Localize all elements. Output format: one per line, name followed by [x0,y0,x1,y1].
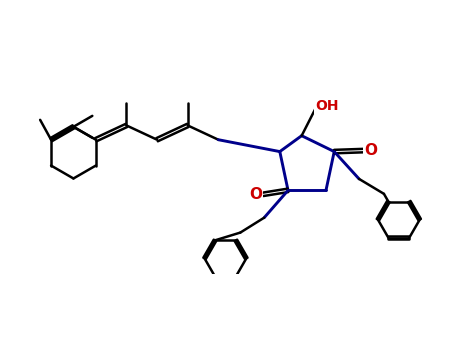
Text: O: O [364,143,377,158]
Text: OH: OH [315,99,338,113]
Text: O: O [249,187,262,202]
